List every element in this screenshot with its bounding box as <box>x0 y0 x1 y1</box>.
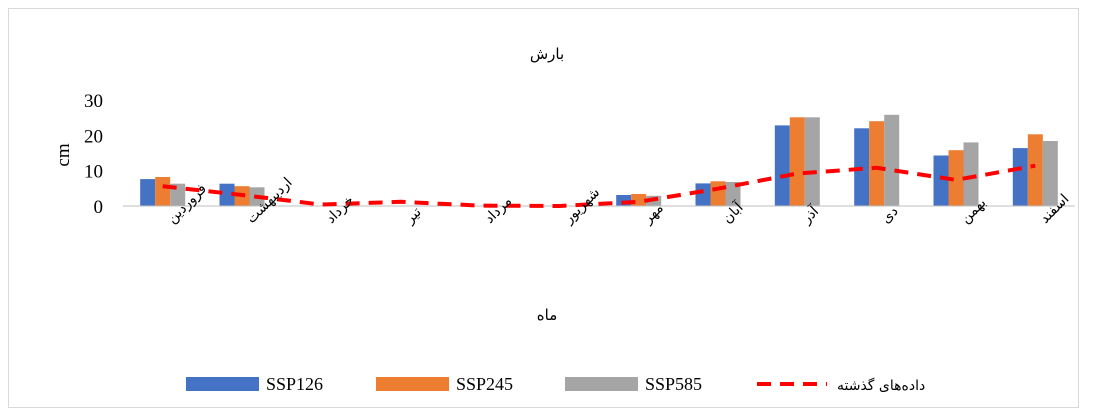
legend: SSP126 SSP245 SSP585 داده‌های گذشته <box>186 374 925 394</box>
bar-ssp126 <box>695 183 711 206</box>
bar-ssp245 <box>789 117 805 206</box>
bar-ssp585 <box>804 117 820 206</box>
bar-ssp585 <box>884 114 900 206</box>
y-axis-title: cm <box>53 143 74 166</box>
x-tick-label: دی <box>878 203 901 226</box>
bar-ssp126 <box>140 179 156 206</box>
bar-ssp126 <box>1012 148 1028 206</box>
bar-ssp126 <box>774 125 790 206</box>
chart-title: بارش <box>530 45 564 63</box>
chart-frame <box>8 8 1079 408</box>
bar-ssp245 <box>1027 134 1043 206</box>
bar-ssp245 <box>869 121 885 206</box>
legend-label: SSP245 <box>456 374 513 394</box>
bar-ssp126 <box>219 183 235 206</box>
bar-ssp245 <box>948 150 964 206</box>
legend-label: SSP126 <box>266 374 323 394</box>
y-tick-label: 0 <box>94 197 104 218</box>
x-tick-label: مرداد <box>482 193 516 227</box>
legend-label: داده‌های گذشته <box>837 377 925 394</box>
bar-ssp126 <box>933 155 949 206</box>
x-tick-label: تیر <box>401 204 424 227</box>
y-tick-label: 20 <box>84 126 103 147</box>
bar-ssp585 <box>725 182 741 206</box>
bar-ssp585 <box>963 142 979 206</box>
legend-swatch <box>376 377 449 391</box>
bar-ssp126 <box>616 195 632 206</box>
legend-swatch <box>565 377 638 391</box>
bar-ssp245 <box>710 181 726 206</box>
legend-swatch <box>186 377 259 391</box>
historical-line <box>162 163 1036 209</box>
y-tick-label: 30 <box>84 91 103 112</box>
x-axis-title: ماه <box>537 306 557 324</box>
bar-ssp245 <box>155 177 171 206</box>
y-tick-label: 10 <box>84 162 103 183</box>
x-tick-label: خرداد <box>323 192 357 226</box>
legend-label: SSP585 <box>645 374 702 394</box>
bar-ssp585 <box>1042 141 1058 206</box>
bar-ssp245 <box>631 194 647 206</box>
